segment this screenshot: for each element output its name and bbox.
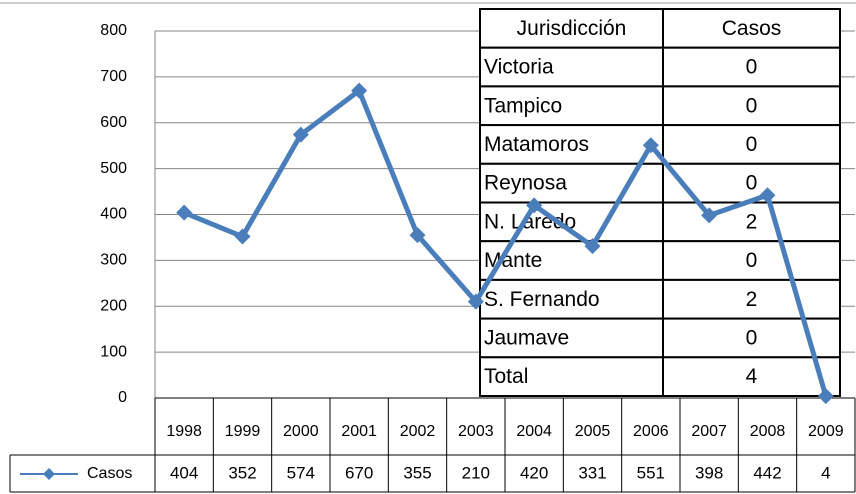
- table-cell: [662, 124, 841, 165]
- marker: [701, 207, 718, 224]
- table-value: 398: [695, 463, 723, 482]
- table-text: Reynosa: [484, 172, 567, 195]
- table-text: Tampico: [484, 94, 562, 117]
- table-cell: [662, 201, 841, 243]
- x-tick-label: 2005: [575, 423, 611, 440]
- x-tick-label: 2000: [283, 423, 319, 440]
- x-tick-label: 1998: [166, 423, 202, 440]
- table-cell: [662, 85, 841, 127]
- table-cell: [479, 201, 664, 243]
- table-cell: [479, 356, 664, 397]
- x-tick-label: 2001: [341, 423, 377, 440]
- y-tick-label: 400: [100, 206, 127, 223]
- marker: [176, 204, 193, 221]
- x-tick-label: 2002: [400, 423, 436, 440]
- x-tick-label: 2003: [458, 423, 494, 440]
- table-value: 551: [637, 463, 665, 482]
- table-text: S. Fernando: [484, 288, 600, 311]
- table-value: 404: [170, 463, 198, 482]
- table-text: Victoria: [484, 56, 554, 79]
- series-line: [183, 88, 829, 397]
- table-value: 331: [578, 463, 606, 482]
- table-cell: [662, 278, 841, 320]
- table-text: Total: [484, 365, 528, 388]
- table-value: 355: [403, 463, 431, 482]
- table-cell: [479, 8, 664, 49]
- legend-label: Casos: [87, 465, 132, 482]
- marker: [351, 82, 368, 99]
- table-text: Jaumave: [484, 326, 569, 349]
- table-text: Casos: [722, 17, 782, 40]
- table-cell: [479, 162, 664, 204]
- marker: [817, 388, 834, 405]
- y-tick-label: 500: [100, 160, 127, 177]
- table-text: 4: [746, 365, 758, 388]
- table-cell: [479, 85, 664, 127]
- table-cell: [662, 356, 841, 397]
- x-tick-label: 2007: [691, 423, 727, 440]
- table-value: 210: [462, 463, 490, 482]
- x-tick-label: 2008: [750, 423, 786, 440]
- y-tick-label: 600: [100, 114, 127, 131]
- table-value: 420: [520, 463, 548, 482]
- marker: [584, 238, 601, 255]
- marker: [467, 293, 484, 310]
- marker: [292, 126, 309, 143]
- table-value: 670: [345, 463, 373, 482]
- table-text: 0: [746, 94, 758, 117]
- table-text: Matamoros: [484, 133, 589, 156]
- marker: [409, 227, 426, 244]
- table-text: Jurisdicción: [517, 17, 627, 40]
- x-tick-label: 2009: [808, 423, 844, 440]
- y-tick-label: 200: [100, 297, 127, 314]
- marker: [642, 137, 659, 154]
- table-text: Mante: [484, 249, 542, 272]
- y-tick-label: 800: [100, 22, 127, 39]
- marker: [234, 228, 251, 245]
- table-value: 352: [228, 463, 256, 482]
- table-text: 0: [746, 249, 758, 272]
- x-tick-label: 2006: [633, 423, 669, 440]
- marker: [759, 187, 776, 204]
- table-text: 0: [746, 326, 758, 349]
- table-cell: [662, 240, 841, 281]
- table-value: 442: [753, 463, 781, 482]
- table-value: 4: [821, 463, 830, 482]
- legend-marker: [43, 468, 55, 480]
- x-tick-label: 2004: [516, 423, 552, 440]
- y-tick-label: 700: [100, 68, 127, 85]
- y-tick-label: 100: [100, 343, 127, 360]
- table-text: 2: [746, 288, 758, 311]
- table-text: 2: [746, 210, 758, 233]
- y-tick-label: 300: [100, 252, 127, 269]
- y-tick-label: 0: [118, 389, 127, 406]
- table-value: 574: [287, 463, 315, 482]
- x-tick-label: 1999: [225, 423, 261, 440]
- table-text: 0: [746, 133, 758, 156]
- table-text: 0: [746, 56, 758, 79]
- table-text: 0: [746, 172, 758, 195]
- marker: [526, 197, 543, 214]
